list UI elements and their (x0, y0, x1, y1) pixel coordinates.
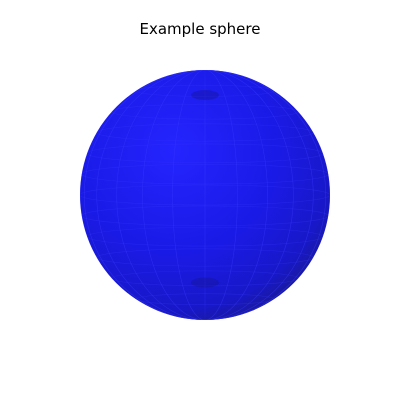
mesh-longitude-line (172, 70, 238, 320)
pole-shade (191, 277, 219, 288)
mesh-latitude-line (81, 205, 329, 226)
mesh-longitude-line (83, 70, 327, 320)
mesh-latitude-line (111, 103, 299, 120)
chart-title: Example sphere (139, 20, 261, 38)
mesh-longitude-line (172, 70, 238, 320)
sphere-surface (80, 70, 330, 320)
pole-shade (191, 90, 219, 100)
mesh-longitude-line (96, 70, 314, 320)
mesh-longitude-line (116, 70, 294, 320)
mesh-longitude-line (83, 70, 327, 320)
mesh-longitude-line (142, 70, 268, 320)
mesh-longitude-line (96, 70, 314, 320)
mesh-latitude-line (135, 293, 275, 305)
mesh-latitude-line (80, 184, 330, 206)
mesh-latitude-line (81, 164, 329, 185)
mesh-latitude-line (96, 248, 314, 267)
mesh-latitude-line (96, 123, 314, 142)
mesh-longitude-line (142, 70, 268, 320)
mesh-longitude-line (204, 70, 206, 320)
mesh-longitude-line (116, 70, 294, 320)
